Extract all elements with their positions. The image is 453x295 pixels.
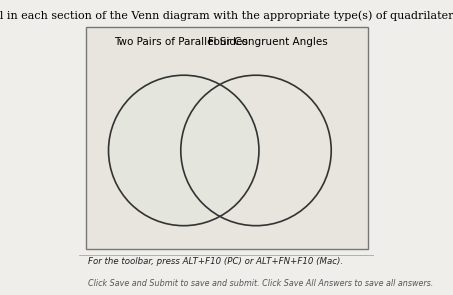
Circle shape <box>109 75 259 226</box>
Text: Four Congruent Angles: Four Congruent Angles <box>208 37 328 47</box>
Text: Click Save and Submit to save and submit. Click Save All Answers to save all ans: Click Save and Submit to save and submit… <box>88 279 433 288</box>
Text: Two Pairs of Parallel Sides: Two Pairs of Parallel Sides <box>114 37 248 47</box>
Text: Fill in each section of the Venn diagram with the appropriate type(s) of quadril: Fill in each section of the Venn diagram… <box>0 10 453 21</box>
Bar <box>87 27 368 249</box>
Text: For the toolbar, press ALT+F10 (PC) or ALT+FN+F10 (Mac).: For the toolbar, press ALT+F10 (PC) or A… <box>88 257 343 266</box>
